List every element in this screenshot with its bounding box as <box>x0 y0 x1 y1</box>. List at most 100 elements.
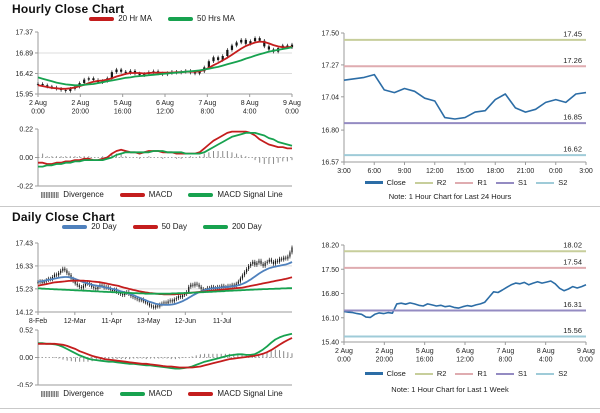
hourly-pivot-chart: 17.45 17.26 16.85 16.62 17.50 17.27 17.04 16.80… <box>321 29 592 176</box>
legend-label-s1: S1 <box>518 369 528 378</box>
y-tick-label: -0.52 <box>17 383 33 388</box>
legend-label-divergence: Divergence <box>63 389 104 398</box>
s2-swatch <box>536 372 555 375</box>
y-tick-label: 15.95 <box>15 92 33 99</box>
x-tick-label: 0:00 <box>337 357 351 364</box>
gridlines <box>38 265 292 290</box>
y-tick-label: 17.50 <box>321 31 339 38</box>
legend-label-close: Close <box>386 369 406 378</box>
legend-label-r1: R1 <box>477 369 487 378</box>
series <box>343 280 587 319</box>
y-tick-label: 17.37 <box>15 30 33 37</box>
series-50-hrs-ma <box>37 46 293 87</box>
series-close <box>343 280 587 319</box>
r2-swatch <box>414 181 433 184</box>
divergence-swatch <box>41 390 60 397</box>
x-tick-label: 3:00 <box>337 168 351 175</box>
weekly-pivot-note: Note: 1 Hour Chart for Last 1 Week <box>391 385 509 394</box>
legend-item-close: Close <box>364 369 406 378</box>
y-tick-label: 17.50 <box>321 267 339 274</box>
legend-item-200-day: 200 Day <box>202 222 262 231</box>
x-tick-label: 18:00 <box>486 168 504 175</box>
pivot-label-r1: 17.26 <box>563 56 582 65</box>
macd-signal-line-swatch <box>188 391 214 396</box>
daily-chart-title: Daily Close Chart <box>12 210 115 224</box>
pivot-lines: 17.45 17.26 16.85 16.62 <box>344 29 586 157</box>
legend-item-macd-signal-line: MACD Signal Line <box>188 190 283 199</box>
series-macd <box>38 130 292 165</box>
series-200-day <box>38 287 292 295</box>
y-tick-label: 17.43 <box>15 241 33 248</box>
x-tick-label: 8 Aug <box>241 100 259 107</box>
legend-item-r2: R2 <box>414 178 447 187</box>
axis-labels: 0.52 0.00 -0.52 <box>17 328 33 388</box>
20-day-swatch <box>62 224 88 229</box>
weekly-pivot-legend: Close R2 R1 S1 S2 <box>344 369 588 378</box>
axis-labels: 17.43 16.33 15.23 14.128-Feb 12-Mar 11-Apr 13-… <box>15 241 231 326</box>
legend-item-macd: MACD <box>119 190 172 199</box>
pivot-lines: 18.02 17.54 16.31 15.56 <box>344 241 586 338</box>
x-tick-label: 16:00 <box>114 109 132 116</box>
axes <box>35 242 292 315</box>
y-tick-label: 16.42 <box>15 71 33 78</box>
y-tick-label: 0.00 <box>19 355 33 362</box>
legend-label-r2: R2 <box>436 369 447 378</box>
series <box>37 332 293 370</box>
x-tick-label: 12:00 <box>456 357 474 364</box>
x-tick-label: 0:00 <box>31 109 45 116</box>
20-hr-ma-swatch <box>89 16 115 21</box>
legend-item-divergence: Divergence <box>41 190 104 199</box>
x-tick-label: 8-Feb <box>29 318 47 325</box>
close-swatch <box>364 181 383 184</box>
legend-label-r1: R1 <box>477 178 487 187</box>
legend-item-macd-signal-line: MACD Signal Line <box>188 389 283 398</box>
x-tick-label: 9 Aug <box>283 100 301 107</box>
x-tick-label: 12-Mar <box>64 318 87 325</box>
x-tick-label: 11-Jul <box>213 318 232 325</box>
legend-label-50-hrs-ma: 50 Hrs MA <box>197 14 235 23</box>
y-tick-label: 16.80 <box>321 291 339 298</box>
legend-item-50-day: 50 Day <box>132 222 187 231</box>
x-tick-label: 11-Apr <box>101 318 122 325</box>
legend-label-20-day: 20 Day <box>91 222 117 231</box>
horizontal-divider-bottom <box>0 408 600 409</box>
series-macd-signal-line <box>38 337 293 369</box>
pivot-label-r2: 18.02 <box>563 241 582 250</box>
legend-item-macd: MACD <box>119 389 172 398</box>
series-close <box>343 73 587 120</box>
weekly-pivot-chart: 18.02 17.54 16.31 15.56 18.20 17.50 16.80 16.10… <box>321 241 595 364</box>
legend-label-200-day: 200 Day <box>231 222 262 231</box>
y-tick-label: 16.80 <box>321 128 339 135</box>
r1-swatch <box>455 181 474 184</box>
horizontal-divider-top <box>0 206 600 207</box>
macd-swatch <box>119 192 145 197</box>
x-tick-label: 12:00 <box>426 168 444 175</box>
x-tick-label: 12-Jun <box>175 318 197 325</box>
y-tick-label: -0.22 <box>17 184 33 190</box>
hourly-chart-title: Hourly Close Chart <box>12 2 125 16</box>
x-tick-label: 16:00 <box>416 357 434 364</box>
y-tick-label: 16.10 <box>321 315 339 322</box>
axis-labels: 0.22 0.00 -0.22 <box>17 127 33 190</box>
y-tick-label: 16.33 <box>15 263 33 270</box>
legend-label-s2: S2 <box>558 369 568 378</box>
legend-item-20-hr-ma: 20 Hr MA <box>89 14 152 23</box>
legend-label-r2: R2 <box>436 178 447 187</box>
pivot-label-r1: 17.54 <box>563 257 582 266</box>
50-day-swatch <box>132 224 158 229</box>
x-tick-label: 3:00 <box>579 168 593 175</box>
series <box>36 36 294 93</box>
daily-macd-chart: 0.52 0.00 -0.52 <box>17 328 293 388</box>
axes <box>341 32 587 165</box>
legend-item-close: Close <box>364 178 406 187</box>
pivot-label-s1: 16.85 <box>563 113 582 122</box>
y-tick-label: 16.89 <box>15 50 33 57</box>
series-20-day <box>37 261 293 306</box>
50-hrs-ma-swatch <box>168 16 193 21</box>
s1-swatch <box>496 181 514 184</box>
legend-label-divergence: Divergence <box>63 190 104 199</box>
x-tick-label: 15:00 <box>456 168 474 175</box>
y-tick-label: 14.12 <box>15 310 33 317</box>
